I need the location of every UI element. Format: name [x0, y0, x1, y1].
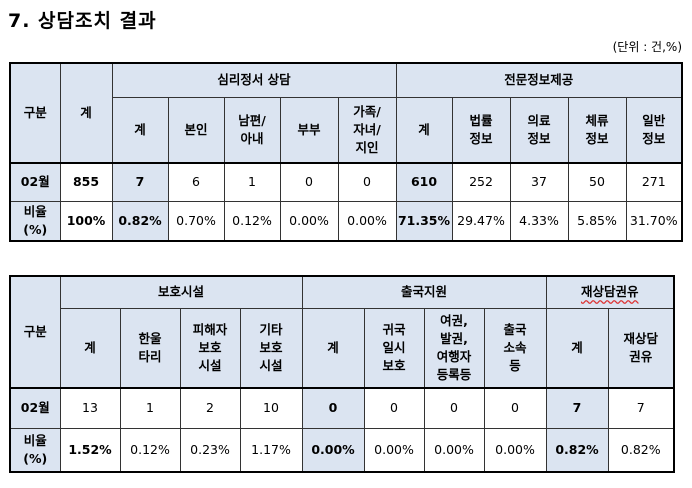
table-cell: 37 — [509, 162, 569, 202]
table-cell: 0.00% — [301, 427, 365, 473]
subheader: 체류 정보 — [567, 96, 627, 164]
table-cell: 0.12% — [223, 200, 281, 242]
header-departure-support: 출국지원 — [301, 275, 547, 309]
table-cell: 2 — [179, 387, 241, 429]
table-cell: 0.00% — [423, 427, 485, 473]
table-cell: 5.85% — [567, 200, 627, 242]
table-cell: 0.00% — [279, 200, 339, 242]
table-cell: 7 — [111, 162, 169, 202]
table-cell: 0.12% — [119, 427, 181, 473]
header-gubun: 구분 — [9, 62, 61, 164]
table-cell: 0 — [337, 162, 397, 202]
header-total: 계 — [59, 62, 113, 164]
table-cell: 6 — [167, 162, 225, 202]
subheader: 계 — [545, 307, 609, 389]
table-cell: 610 — [395, 162, 453, 202]
table-cell: 855 — [59, 162, 113, 202]
counseling-table: 구분 계 심리정서 상담 전문정보제공 계 본인 남편/ 아내 부부 가족/ 자… — [9, 62, 683, 242]
table-cell: 31.70% — [625, 200, 683, 242]
table-cell: 4.33% — [509, 200, 569, 242]
subheader: 가족/ 자녀/ 지인 — [337, 96, 397, 164]
subheader: 부부 — [279, 96, 339, 164]
table-cell: 13 — [59, 387, 121, 429]
protection-table: 구분 보호시설 출국지원 재상담권유 계 한울 타리 피해자 보호 시설 기타 … — [9, 275, 675, 473]
subheader: 여권, 발권, 여행자 등록등 — [423, 307, 485, 389]
subheader: 계 — [301, 307, 365, 389]
header-shelter: 보호시설 — [59, 275, 303, 309]
table-cell: 0.00% — [337, 200, 397, 242]
table-cell: 0 — [279, 162, 339, 202]
table-cell: 0.82% — [111, 200, 169, 242]
subheader: 출국 소속 등 — [483, 307, 547, 389]
table-cell: 1.52% — [59, 427, 121, 473]
table-cell: 1.17% — [239, 427, 303, 473]
subheader: 한울 타리 — [119, 307, 181, 389]
table-cell: 1 — [119, 387, 181, 429]
row-label: 비율 (%) — [9, 200, 61, 242]
row-label: 02월 — [9, 387, 61, 429]
table-cell: 100% — [59, 200, 113, 242]
table-cell: 71.35% — [395, 200, 453, 242]
subheader: 재상담 권유 — [607, 307, 675, 389]
subheader: 본인 — [167, 96, 225, 164]
subheader: 기타 보호 시설 — [239, 307, 303, 389]
subheader: 계 — [111, 96, 169, 164]
subheader: 남편/ 아내 — [223, 96, 281, 164]
recounseling-label: 재상담권유 — [580, 284, 639, 300]
subheader: 법률 정보 — [451, 96, 511, 164]
header-psych-counseling: 심리정서 상담 — [111, 62, 397, 98]
table-cell: 0 — [363, 387, 425, 429]
table-cell: 7 — [607, 387, 675, 429]
table-cell: 0 — [423, 387, 485, 429]
table-cell: 0.82% — [545, 427, 609, 473]
subheader: 계 — [59, 307, 121, 389]
subheader: 귀국 일시 보호 — [363, 307, 425, 389]
table-cell: 0.70% — [167, 200, 225, 242]
table-cell: 0.82% — [607, 427, 675, 473]
table-cell: 0 — [301, 387, 365, 429]
subheader: 피해자 보호 시설 — [179, 307, 241, 389]
table-cell: 29.47% — [451, 200, 511, 242]
table-cell: 0.00% — [483, 427, 547, 473]
table-cell: 271 — [625, 162, 683, 202]
table-cell: 0.00% — [363, 427, 425, 473]
row-label: 비율 (%) — [9, 427, 61, 473]
table-cell: 252 — [451, 162, 511, 202]
page-title: 7. 상담조치 결과 — [8, 10, 157, 32]
table-cell: 10 — [239, 387, 303, 429]
header-gubun: 구분 — [9, 275, 61, 389]
table-cell: 7 — [545, 387, 609, 429]
row-label: 02월 — [9, 162, 61, 202]
subheader: 의료 정보 — [509, 96, 569, 164]
table-cell: 0 — [483, 387, 547, 429]
table-cell: 0.23% — [179, 427, 241, 473]
table-cell: 50 — [567, 162, 627, 202]
unit-label: (단위 : 건,%) — [612, 40, 682, 54]
table-cell: 1 — [223, 162, 281, 202]
subheader: 계 — [395, 96, 453, 164]
header-expert-info: 전문정보제공 — [395, 62, 683, 98]
subheader: 일반 정보 — [625, 96, 683, 164]
header-recounseling: 재상담권유 — [545, 275, 675, 309]
